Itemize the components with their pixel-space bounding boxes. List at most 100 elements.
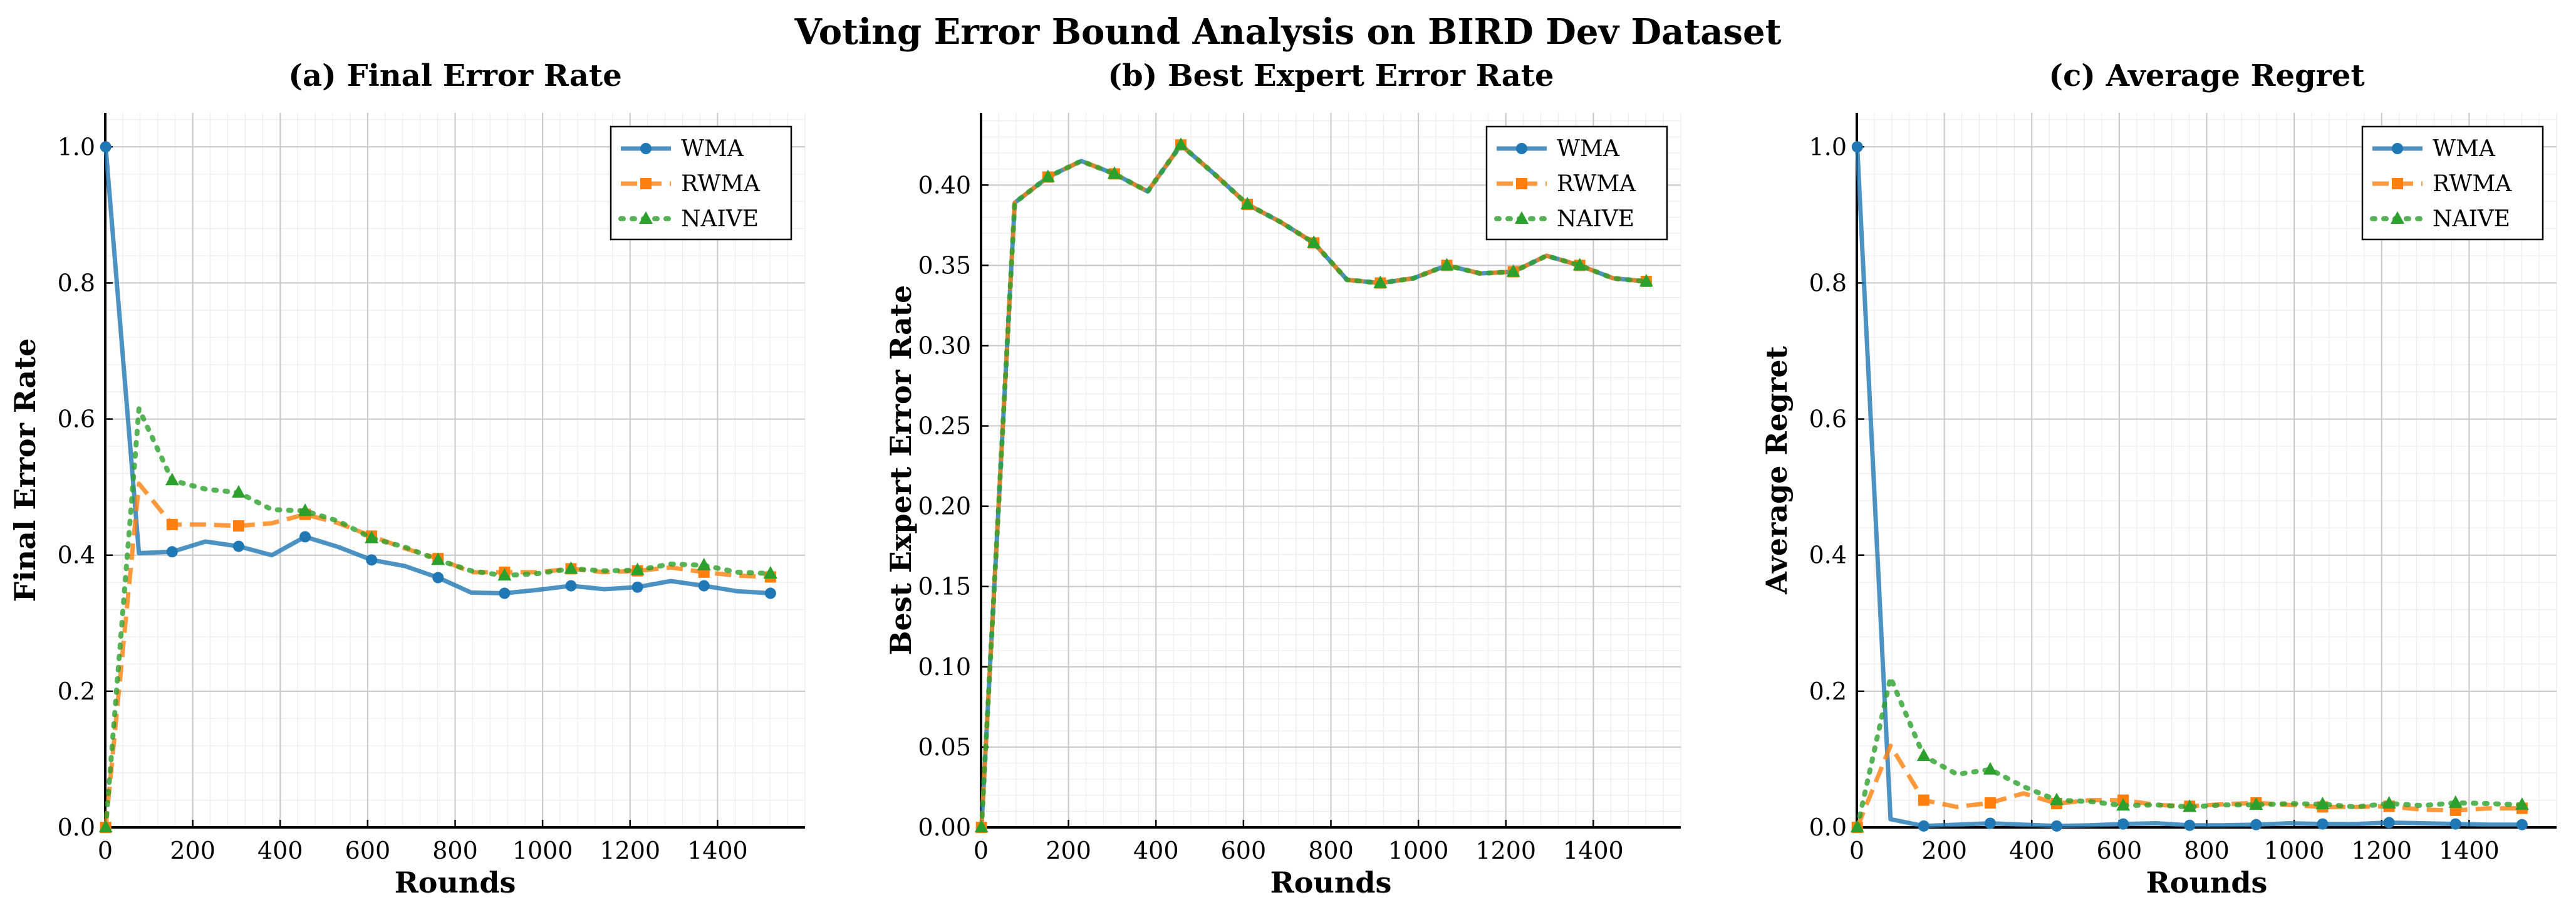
data-point-naive — [564, 561, 578, 574]
x-tick-label: 800 — [432, 837, 478, 864]
data-point-wma — [1851, 141, 1863, 153]
series-line-rwma — [103, 481, 771, 828]
legend-marker-naive — [2391, 211, 2404, 224]
data-point-naive — [1639, 273, 1653, 286]
data-point-wma — [166, 546, 178, 558]
y-tick-label: 0.0 — [1809, 814, 1847, 841]
x-axis-label: Rounds — [2146, 866, 2268, 899]
data-point-naive — [1983, 762, 1997, 775]
legend-marker-rwma — [2392, 178, 2403, 189]
data-point-wma — [2317, 818, 2329, 830]
legend-marker-wma — [1516, 143, 1527, 154]
y-tick-label: 0.00 — [918, 814, 971, 841]
data-point-naive — [2050, 792, 2064, 805]
data-point-wma — [1918, 820, 1929, 832]
data-point-wma — [2051, 820, 2063, 832]
chart-panel-3: 0 200 400 600 800 1000 1200 1400 0.0 0.2 0.4 0.6 0.8… — [1760, 58, 2557, 899]
x-tick-label: 400 — [2009, 837, 2055, 864]
x-tick-label: 800 — [1308, 837, 1354, 864]
data-point-naive — [1107, 166, 1121, 179]
x-tick-label: 1400 — [2439, 837, 2500, 864]
x-tick-label: 0 — [1849, 837, 1864, 864]
x-tick-label: 1000 — [512, 837, 573, 864]
legend-label: NAIVE — [2433, 206, 2510, 232]
y-tick-label: 0.0 — [58, 814, 95, 841]
x-tick-label: 1200 — [600, 837, 660, 864]
y-tick-label: 0.10 — [918, 653, 971, 681]
y-tick-label: 0.25 — [918, 412, 971, 440]
data-point-naive — [974, 820, 989, 832]
x-tick-label: 1200 — [1475, 837, 1536, 864]
data-point-naive — [2249, 797, 2263, 810]
data-point-wma — [432, 572, 444, 584]
y-tick-label: 0.20 — [918, 493, 971, 520]
figure-title: Voting Error Bound Analysis on BIRD Dev … — [794, 11, 1782, 53]
data-point-rwma — [232, 520, 244, 532]
x-axis-label: Rounds — [1270, 866, 1392, 899]
y-tick-label: 0.2 — [58, 678, 95, 705]
series-line-rwma — [979, 142, 1647, 828]
chart-title: (c) Average Regret — [2049, 58, 2364, 93]
data-point-naive — [2116, 798, 2131, 811]
data-point-wma — [631, 581, 643, 593]
legend-marker-rwma — [1516, 178, 1527, 189]
x-tick-label: 1200 — [2351, 837, 2412, 864]
y-tick-label: 0.4 — [1809, 542, 1847, 569]
data-point-naive — [365, 530, 379, 543]
data-point-naive — [2448, 795, 2463, 808]
y-tick-label: 0.15 — [918, 573, 971, 600]
y-tick-label: 0.6 — [1809, 406, 1847, 433]
y-tick-label: 0.35 — [918, 251, 971, 279]
legend-label: WMA — [2433, 136, 2496, 162]
y-tick-label: 0.4 — [58, 542, 95, 569]
y-tick-label: 0.2 — [1809, 678, 1847, 705]
data-point-wma — [565, 580, 577, 592]
data-point-naive — [1850, 820, 1864, 832]
data-point-wma — [366, 554, 378, 566]
data-point-naive — [1174, 137, 1188, 150]
y-axis-label: Best Expert Error Rate — [884, 285, 918, 656]
series-line-rwma — [1855, 743, 2522, 829]
chart-title: (a) Final Error Rate — [288, 58, 621, 93]
data-point-naive — [763, 566, 777, 579]
y-tick-label: 0.05 — [918, 733, 971, 761]
data-point-naive — [1041, 169, 1055, 182]
chart-title: (b) Best Expert Error Rate — [1108, 58, 1554, 93]
data-point-naive — [497, 568, 512, 581]
x-tick-label: 400 — [1133, 837, 1179, 864]
x-tick-label: 1400 — [687, 837, 748, 864]
x-tick-label: 600 — [1221, 837, 1267, 864]
y-tick-label: 0.6 — [58, 406, 95, 433]
data-point-naive — [697, 558, 711, 570]
data-point-naive — [298, 503, 313, 516]
data-point-naive — [1373, 275, 1388, 288]
data-point-wma — [2383, 817, 2395, 829]
data-point-naive — [2515, 797, 2529, 810]
series-line-naive — [979, 142, 1649, 830]
legend-label: RWMA — [2433, 171, 2512, 197]
x-tick-label: 200 — [170, 837, 216, 864]
data-point-naive — [1506, 264, 1520, 277]
legend-label: NAIVE — [1557, 206, 1634, 232]
y-axis-label: Average Regret — [1760, 345, 1794, 594]
legend-marker-wma — [640, 143, 652, 154]
x-tick-label: 1400 — [1563, 837, 1624, 864]
chart-panel-1: 0 200 400 600 800 1000 1200 1400 0.0 0.2 0.4 0.6 0.8… — [8, 58, 806, 899]
data-point-wma — [2117, 818, 2129, 830]
series-line-naive — [103, 406, 773, 830]
data-point-naive — [2183, 799, 2197, 812]
x-tick-label: 1000 — [1388, 837, 1449, 864]
x-tick-label: 600 — [345, 837, 391, 864]
data-point-wma — [299, 531, 311, 543]
chart-panel-2: 0 200 400 600 800 1000 1200 1400 0.00 0.05 0.10 0.1… — [884, 58, 1681, 899]
data-point-wma — [764, 587, 776, 599]
x-tick-label: 0 — [974, 837, 989, 864]
data-point-wma — [2449, 818, 2461, 830]
x-tick-label: 0 — [98, 837, 113, 864]
y-tick-label: 1.0 — [58, 133, 95, 160]
legend-label: RWMA — [1557, 171, 1636, 197]
legend-marker-wma — [2392, 143, 2403, 154]
x-axis-label: Rounds — [395, 866, 516, 899]
data-point-naive — [2315, 797, 2330, 810]
legend-marker-rwma — [640, 178, 652, 189]
